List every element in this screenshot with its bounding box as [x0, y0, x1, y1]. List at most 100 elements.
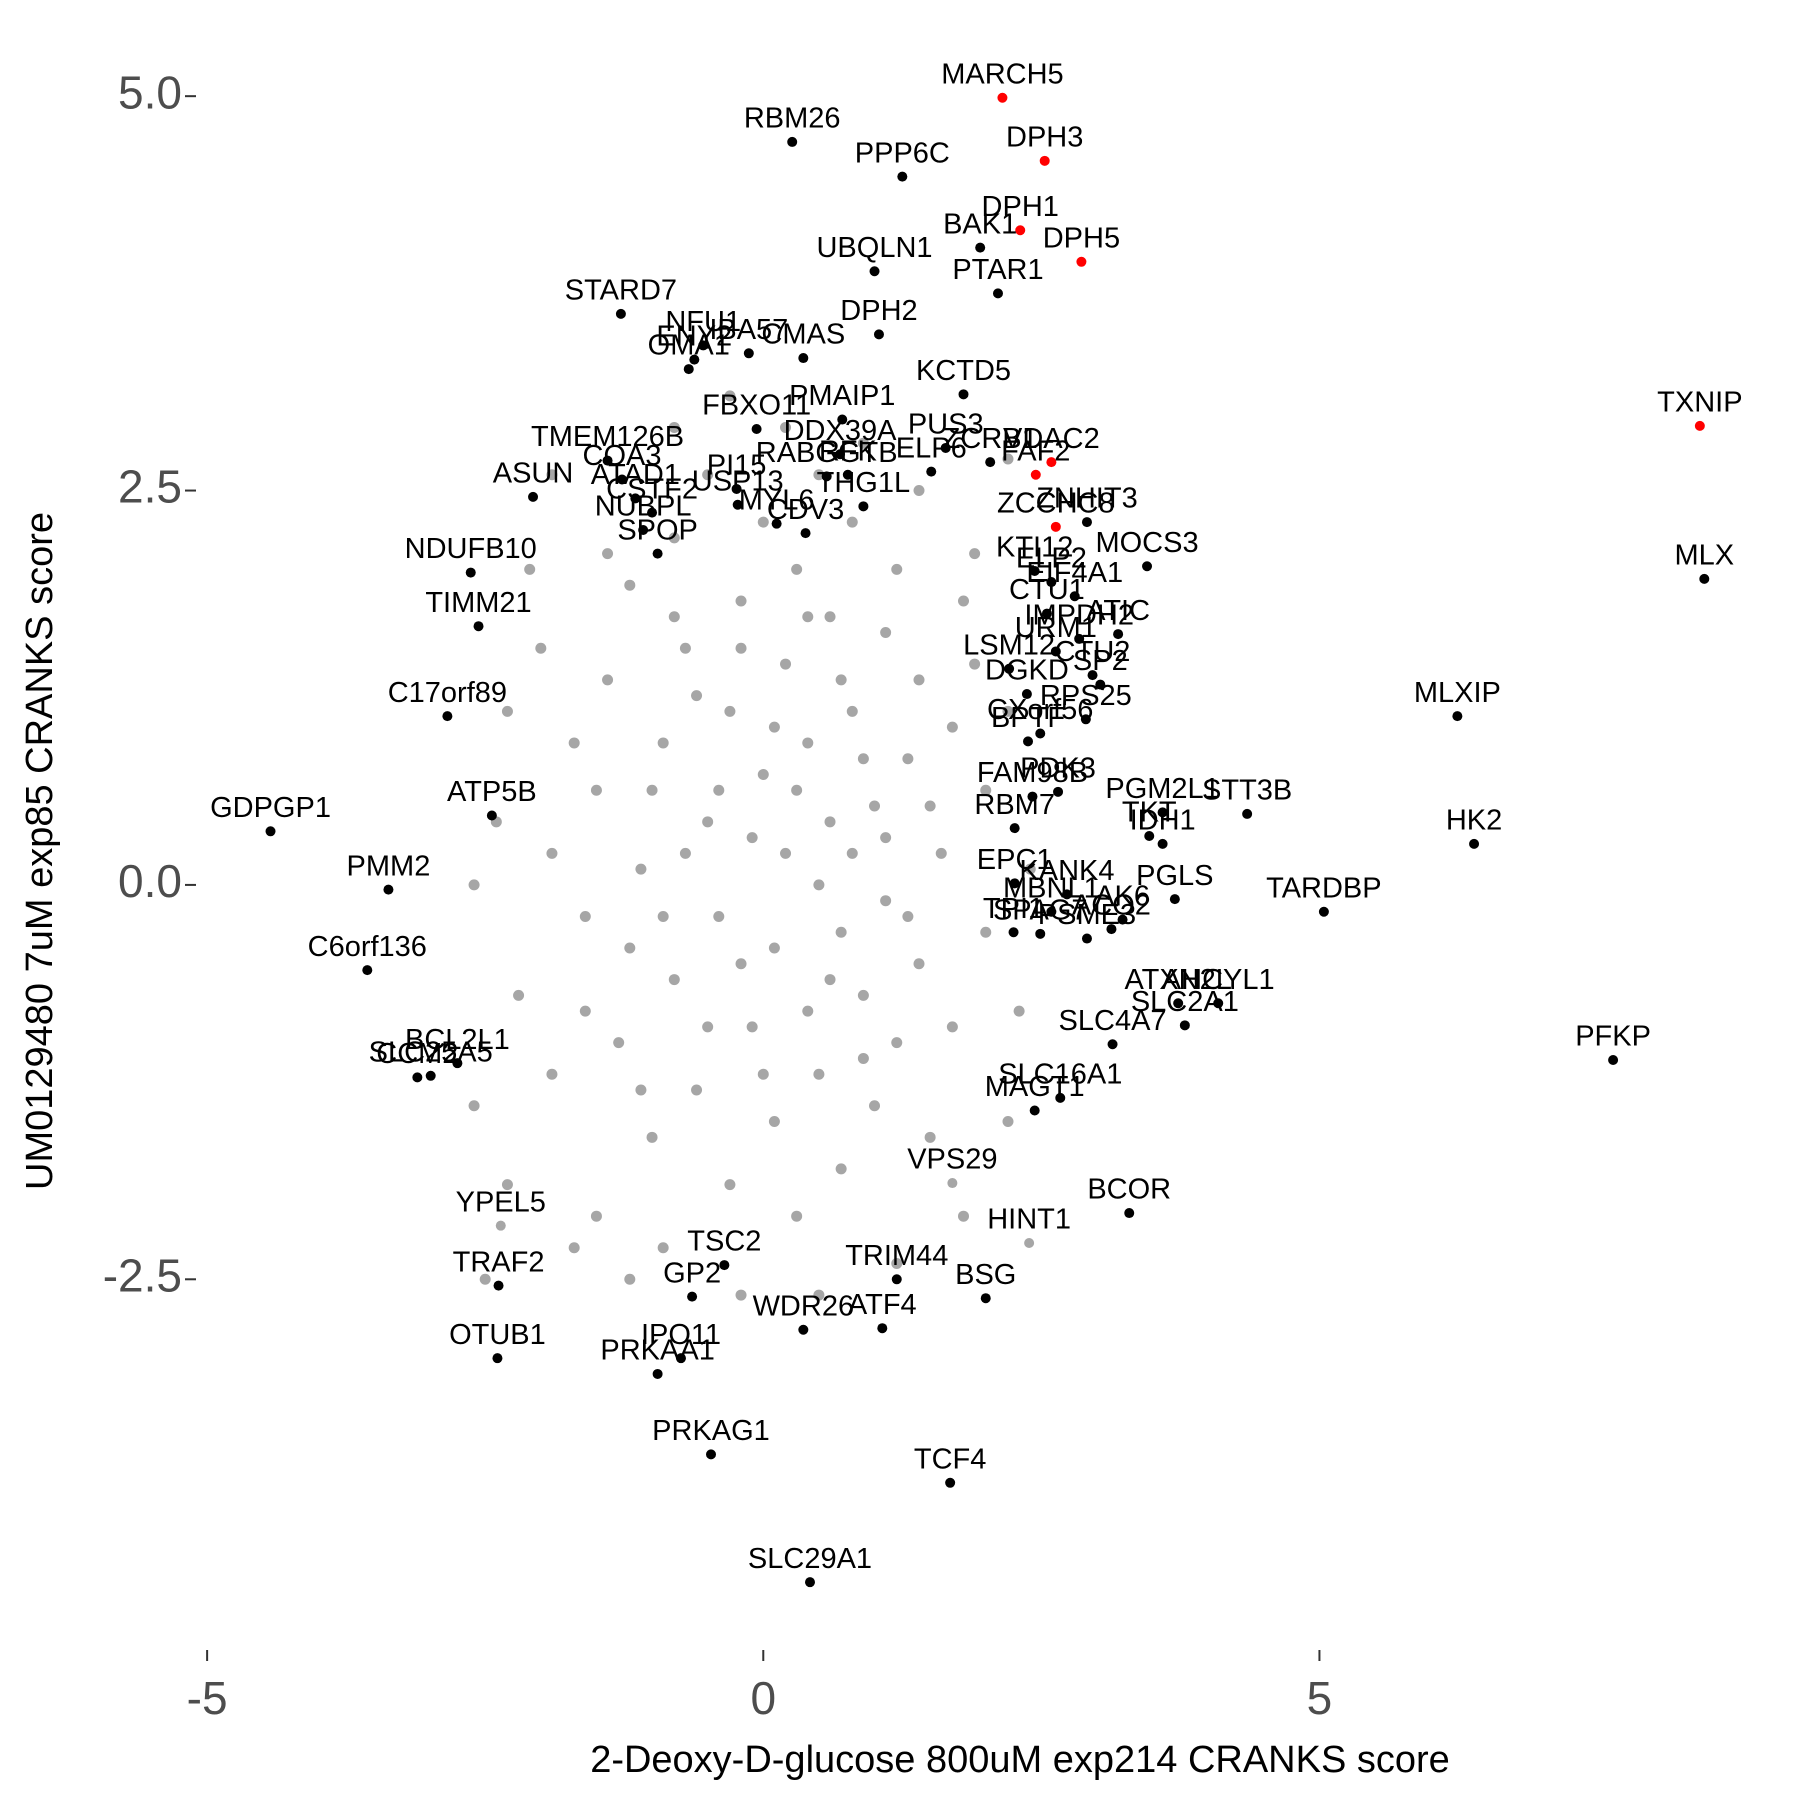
- point: [946, 721, 958, 733]
- point: [858, 501, 869, 512]
- gene-label: KANK4: [1019, 855, 1114, 887]
- point: [524, 563, 536, 575]
- gene-label: NDUFB10: [405, 533, 537, 565]
- point: [1699, 573, 1710, 584]
- gene-label: CTU2: [1055, 636, 1131, 668]
- point: [757, 1068, 769, 1080]
- point: [891, 1258, 903, 1270]
- gene-label: GDPGP1: [210, 792, 331, 824]
- point: [926, 466, 937, 477]
- gene-label: ELP2: [1016, 543, 1087, 575]
- gene-label: RBM26: [744, 103, 841, 135]
- gene-label: ATXN2L: [1124, 964, 1231, 996]
- point: [706, 1449, 717, 1460]
- point: [913, 485, 925, 497]
- point: [1004, 663, 1015, 674]
- point: [1069, 591, 1080, 602]
- point: [1452, 711, 1463, 722]
- point: [1087, 670, 1098, 681]
- point: [1035, 928, 1046, 939]
- gene-label: TRAF2: [453, 1246, 545, 1278]
- gene-label: SPAG7: [993, 894, 1088, 926]
- gene-label: ELP6: [896, 432, 967, 464]
- point: [546, 847, 558, 859]
- point: [702, 469, 714, 481]
- gene-label: RPS25: [1040, 680, 1132, 712]
- gene-label: MBNL1: [1003, 872, 1100, 904]
- point: [846, 516, 858, 528]
- point: [1008, 927, 1019, 938]
- gene-label: DDX39A: [784, 415, 897, 447]
- point: [486, 810, 497, 821]
- point: [1015, 225, 1026, 236]
- gene-label: IPO11: [641, 1319, 721, 1351]
- point: [468, 879, 480, 891]
- point: [452, 1058, 463, 1069]
- point: [798, 353, 809, 364]
- gene-label: RBM7: [974, 789, 1055, 821]
- point: [691, 1084, 703, 1096]
- gene-label: DPH3: [1006, 122, 1083, 154]
- gene-label: MARCH5: [941, 58, 1063, 90]
- gene-label: BAK1: [943, 208, 1017, 240]
- point: [568, 737, 580, 749]
- point: [913, 674, 925, 686]
- gene-label: SLC16A1: [998, 1059, 1122, 1091]
- point: [265, 826, 276, 837]
- point: [735, 595, 747, 607]
- gene-label: UBQLN1: [816, 232, 932, 264]
- y-axis-title: UM0129480 7uM exp85 CRANKS score: [19, 512, 61, 1190]
- point: [1095, 679, 1106, 690]
- gene-label: SLC29A1: [748, 1543, 872, 1575]
- gene-label: MLXIP: [1414, 677, 1501, 709]
- gene-label: SLC4A7: [1059, 1005, 1167, 1037]
- point: [546, 1068, 558, 1080]
- point: [679, 847, 691, 859]
- gene-label: GP2: [663, 1257, 721, 1289]
- gene-label: PMAIP1: [789, 380, 895, 412]
- point: [1081, 517, 1092, 528]
- point: [691, 690, 703, 702]
- point: [992, 288, 1003, 299]
- point: [768, 942, 780, 954]
- gene-label: MOCS3: [1095, 527, 1198, 559]
- point: [501, 1179, 513, 1191]
- point: [590, 1210, 602, 1222]
- gene-label: ZCCHC8: [997, 487, 1115, 519]
- point: [602, 455, 613, 466]
- point: [791, 1210, 803, 1222]
- point: [362, 965, 373, 976]
- point: [1074, 633, 1085, 644]
- gene-label: BSG: [955, 1259, 1016, 1291]
- point: [657, 910, 669, 922]
- gene-label: PUS3: [908, 409, 984, 441]
- point: [493, 1280, 504, 1291]
- point: [689, 354, 700, 365]
- point: [1029, 565, 1040, 576]
- point: [751, 424, 762, 435]
- gene-label: SLC2A1: [1131, 986, 1239, 1018]
- gene-label: ZCRB1: [943, 423, 1038, 455]
- point: [1318, 906, 1329, 917]
- gene-label: IBA57: [709, 314, 788, 346]
- gene-label: VDAC2: [1003, 423, 1100, 455]
- point: [1009, 823, 1020, 834]
- gene-label: PMM2: [347, 850, 431, 882]
- point: [719, 1260, 730, 1271]
- gene-label: HK2: [1446, 805, 1502, 837]
- point: [880, 832, 892, 844]
- point: [869, 800, 881, 812]
- gene-label: DPH2: [840, 295, 917, 327]
- point: [802, 611, 814, 623]
- point: [891, 1037, 903, 1049]
- point: [746, 1021, 758, 1033]
- point: [958, 1210, 969, 1222]
- gene-label: COA3: [583, 440, 662, 472]
- point: [877, 1323, 888, 1334]
- point: [1080, 714, 1091, 725]
- point: [383, 884, 394, 895]
- point: [1113, 629, 1124, 640]
- gene-label: PGM2L1: [1105, 773, 1219, 805]
- point: [495, 1220, 506, 1231]
- gene-label: TARDBP: [1266, 872, 1381, 904]
